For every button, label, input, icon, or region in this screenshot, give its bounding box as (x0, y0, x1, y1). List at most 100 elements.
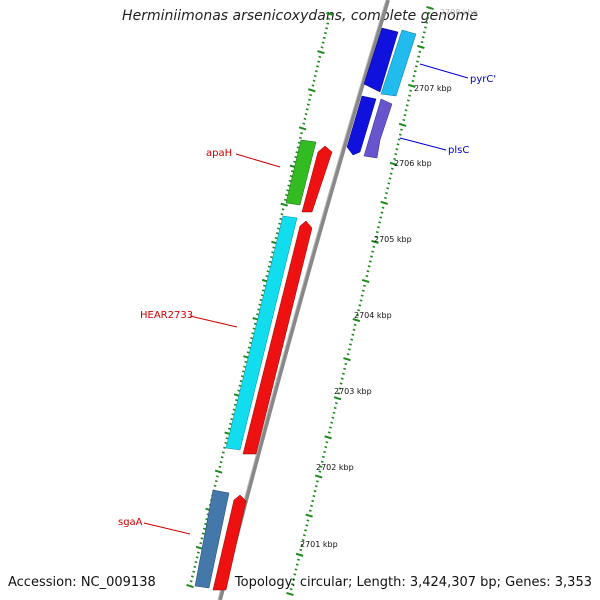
tick-mark (314, 485, 318, 488)
tick-mark (337, 392, 341, 395)
tick-mark (347, 348, 351, 351)
tick-mark (266, 270, 270, 273)
tick-mark (357, 309, 361, 312)
tick-mark (299, 548, 303, 552)
tick-mark (186, 583, 194, 589)
tick-mark (316, 65, 319, 68)
tick-mark (312, 494, 316, 498)
gene-red-hear2733[interactable] (242, 220, 313, 455)
tick-mark (303, 117, 307, 120)
gene-cyan-hear2733[interactable] (225, 215, 298, 451)
tick-mark (268, 260, 272, 263)
tick-mark (260, 294, 264, 297)
tick-mark (387, 182, 391, 185)
gene-label-sgaa: sgaA (118, 517, 143, 528)
tick-mark (418, 50, 422, 53)
tick-mark (272, 246, 276, 249)
tick-mark (298, 126, 307, 131)
tick-mark (375, 231, 379, 234)
tick-mark (310, 504, 313, 507)
tick-mark (327, 431, 331, 434)
tick-mark (202, 527, 206, 530)
gene-violet-plsc[interactable] (363, 98, 393, 159)
tick-mark (343, 367, 347, 371)
tick-mark (308, 88, 316, 93)
tick-mark (280, 213, 284, 216)
tick-mark (352, 328, 356, 331)
tick-mark (329, 426, 332, 429)
tick-mark (313, 490, 317, 493)
tick-mark (305, 524, 309, 527)
tick-mark (320, 46, 324, 49)
tick-mark (316, 480, 319, 483)
tick-mark (220, 456, 224, 459)
tick-mark (313, 74, 317, 78)
tick-mark (314, 474, 323, 479)
tick-mark (295, 151, 299, 154)
gene-blue-pyrC[interactable] (363, 27, 399, 93)
tick-mark (338, 387, 342, 390)
tick-mark (331, 416, 335, 419)
tick-mark (361, 278, 370, 283)
tick-mark (349, 343, 352, 346)
tick-mark (218, 465, 222, 468)
tick-mark (190, 575, 194, 578)
tick-mark (290, 170, 294, 173)
tick-mark (281, 208, 285, 211)
tick-mark (405, 104, 409, 107)
tick-mark (201, 532, 205, 535)
tick-mark (333, 406, 337, 410)
tick-mark (279, 217, 283, 221)
tick-mark (412, 75, 416, 78)
tick-mark (318, 55, 322, 59)
tick-mark (371, 250, 375, 253)
tick-mark (320, 460, 324, 463)
tick-mark (294, 155, 298, 159)
tick-mark (426, 16, 430, 19)
tick-mark (322, 36, 326, 39)
tick-mark (280, 202, 289, 207)
tick-mark (288, 179, 292, 182)
tick-mark (249, 341, 252, 345)
tick-mark (300, 132, 303, 135)
tick-mark (374, 235, 378, 239)
tick-mark (293, 573, 297, 576)
tick-mark (424, 26, 427, 29)
tick-label-2704: 2704 kbp (354, 311, 392, 320)
tick-mark (406, 99, 410, 102)
tick-mark (295, 552, 304, 557)
tick-mark (321, 455, 325, 459)
tick-mark (261, 289, 265, 292)
tick-mark (239, 379, 243, 383)
tick-mark (356, 314, 359, 317)
gene-blue-plsc[interactable] (346, 95, 377, 156)
tick-mark (237, 389, 241, 392)
tick-mark (377, 226, 380, 229)
tick-mark (318, 470, 322, 473)
gene-steel-sgaA[interactable] (194, 489, 230, 589)
tick-mark (324, 445, 328, 449)
tick-mark (294, 568, 298, 571)
tick-mark (386, 187, 390, 190)
tick-mark (352, 318, 361, 323)
tick-mark (379, 216, 383, 219)
tick-mark (231, 413, 235, 416)
tick-mark (346, 353, 350, 356)
gene-sky-pyrC[interactable] (380, 29, 417, 97)
tick-mark (305, 513, 313, 518)
tick-mark (414, 65, 418, 68)
gene-green-apah[interactable] (285, 139, 317, 206)
tick-mark (311, 499, 315, 503)
tick-mark (246, 351, 250, 354)
tick-mark (372, 245, 376, 248)
tick-mark (351, 333, 355, 336)
tick-mark (253, 322, 257, 325)
tick-mark (287, 184, 291, 187)
gene-red-sgaA[interactable] (212, 494, 247, 591)
tick-mark (230, 418, 234, 421)
tick-label-2703: 2703 kbp (334, 387, 372, 396)
gene-red-apah[interactable] (301, 145, 333, 213)
tick-mark (252, 327, 256, 330)
tick-mark (411, 79, 415, 83)
